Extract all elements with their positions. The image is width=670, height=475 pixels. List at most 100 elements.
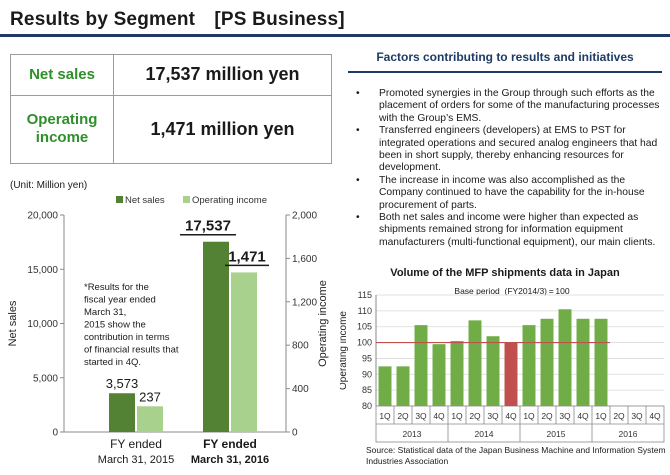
mfp-quarter-label: 2Q: [541, 411, 553, 421]
mfp-source-line: Source: Statistical data of the Japan Bu…: [366, 445, 666, 455]
chart-note-line: fiscal year ended: [84, 295, 156, 306]
y-tick-label-left: 15,000: [27, 265, 58, 276]
unit-label: (Unit: Million yen): [10, 180, 87, 191]
y-tick-label-right: 1,200: [292, 297, 317, 308]
kpi-row-net-sales: Net sales 17,537 million yen: [10, 54, 332, 96]
category-label: FY ended: [203, 437, 257, 451]
y-tick-label-left: 5,000: [33, 373, 58, 384]
chart-note: *Results for the fiscal year ended March 3…: [84, 282, 179, 368]
kpi-label-line: Net sales: [29, 65, 95, 83]
mfp-quarter-label: 4Q: [505, 411, 517, 421]
mfp-quarter-label: 3Q: [559, 411, 571, 421]
mfp-bar: [486, 336, 500, 406]
kpi-label-line: Operating: [26, 111, 98, 129]
mfp-quarter-label: 4Q: [433, 411, 445, 421]
bullet-icon: •: [356, 174, 360, 186]
mfp-bar: [594, 318, 608, 406]
mfp-y-tick-label: 115: [358, 290, 372, 300]
chart-note-line: *Results for the: [84, 282, 149, 293]
mfp-bar: [540, 318, 554, 406]
bar-net-sales: [109, 393, 135, 432]
y-tick-label-right: 400: [292, 384, 309, 395]
mfp-y-tick-label: 110: [358, 306, 372, 316]
factor-text: The increase in income was also accompli…: [379, 174, 645, 211]
category-label: March 31, 2015: [98, 454, 174, 466]
mfp-quarter-label: 1Q: [379, 411, 391, 421]
legend-swatch-net-sales: [116, 196, 123, 203]
category-label: March 31, 2016: [191, 454, 269, 466]
mfp-quarter-label: 2Q: [397, 411, 409, 421]
mfp-bar: [522, 325, 536, 406]
bar-operating-income: [137, 406, 163, 432]
mfp-chart-subtitle: Base period (FY2014/3) = 100: [454, 286, 569, 296]
mfp-quarter-label: 3Q: [631, 411, 643, 421]
mfp-quarter-label: 1Q: [523, 411, 535, 421]
title-rule: [0, 34, 670, 37]
kpi-table: Net sales 17,537 million yen Operating in…: [10, 54, 332, 165]
y-axis-title-left: Net sales: [7, 300, 19, 346]
mfp-quarter-label: 2Q: [469, 411, 481, 421]
factor-text: Transferred engineers (developers) at EM…: [379, 125, 658, 174]
mfp-bar: [576, 318, 590, 406]
bullet-icon: •: [356, 88, 360, 99]
page-title: Results by Segment [PS Business]: [10, 9, 345, 30]
mfp-y-tick-label: 90: [362, 369, 372, 379]
y-tick-label-right: 0: [292, 428, 298, 439]
mfp-source-line: Industries Association: [366, 456, 448, 466]
y-tick-label-right: 800: [292, 341, 309, 352]
mfp-year-label: 2014: [475, 429, 494, 439]
mfp-year-label: 2015: [547, 429, 566, 439]
category-label: FY ended: [110, 437, 162, 451]
mfp-bar: [432, 344, 446, 406]
mfp-quarter-label: 1Q: [595, 411, 607, 421]
data-label-operating-income: 237: [139, 389, 161, 404]
y-tick-label-right: 2,000: [292, 211, 317, 222]
mfp-quarter-label: 4Q: [649, 411, 661, 421]
data-label-net-sales: 17,537: [185, 218, 231, 235]
data-label-net-sales: 3,573: [106, 376, 139, 391]
bullet-icon: •: [356, 212, 360, 224]
chart-note-line: of financial results that: [84, 345, 179, 356]
kpi-row-operating-income: Operating income 1,471 million yen: [10, 94, 332, 165]
mfp-year-label: 2013: [403, 429, 422, 439]
mfp-quarter-label: 3Q: [415, 411, 427, 421]
y-tick-label-left: 20,000: [27, 211, 58, 222]
factors-title: Factors contributing to results and init…: [376, 50, 634, 64]
factor-text: Both net sales and income were higher th…: [379, 212, 656, 248]
factors-list: • Promoted synergies in the Group through…: [352, 88, 662, 249]
chart-note-line: started in 4Q.: [84, 357, 141, 368]
mfp-quarter-label: 1Q: [451, 411, 463, 421]
legend-label-net-sales: Net sales: [125, 195, 165, 206]
mfp-shipments-chart: Volume of the MFP shipments data in Japa…: [340, 267, 666, 466]
mfp-y-tick-label: 105: [357, 322, 372, 332]
factors-rule: [348, 71, 662, 73]
factor-item: • Transferred engineers (developers) at E…: [352, 125, 662, 175]
mfp-year-label: 2016: [619, 429, 638, 439]
mfp-chart-title: Volume of the MFP shipments data in Japa…: [390, 267, 620, 279]
kpi-value-net-sales: 17,537 million yen: [113, 54, 332, 96]
bullet-icon: •: [356, 125, 360, 137]
bar-operating-income: [231, 272, 257, 432]
mfp-quarter-label: 3Q: [487, 411, 499, 421]
mfp-y-tick-label: 95: [362, 353, 372, 363]
legend-label-operating-income: Operating income: [192, 195, 267, 206]
mfp-bar: [396, 366, 410, 406]
mfp-y-axis-title: Operating income: [340, 311, 349, 390]
factor-item: • Both net sales and income were higher t…: [352, 212, 662, 249]
kpi-label-line: income: [35, 129, 89, 147]
factor-item: • Promoted synergies in the Group through…: [352, 88, 662, 125]
y-axis-title-right: Operating income: [317, 280, 329, 367]
y-tick-label-left: 10,000: [27, 319, 58, 330]
mfp-bar-highlight: [504, 342, 518, 406]
bar-net-sales: [203, 241, 229, 432]
segment-results-chart: (Unit: Million yen) Net sales Operating in…: [7, 180, 329, 466]
chart-note-line: contribution in terms: [84, 332, 170, 343]
y-tick-label-left: 0: [52, 428, 58, 439]
kpi-label-net-sales: Net sales: [10, 54, 114, 96]
mfp-source-note: Source: Statistical data of the Japan Bu…: [366, 445, 666, 466]
mfp-quarter-label: 4Q: [577, 411, 589, 421]
mfp-y-tick-label: 80: [362, 401, 372, 411]
y-tick-label-right: 1,600: [292, 254, 317, 265]
mfp-bar: [450, 340, 464, 406]
kpi-label-operating-income: Operating income: [10, 94, 114, 165]
